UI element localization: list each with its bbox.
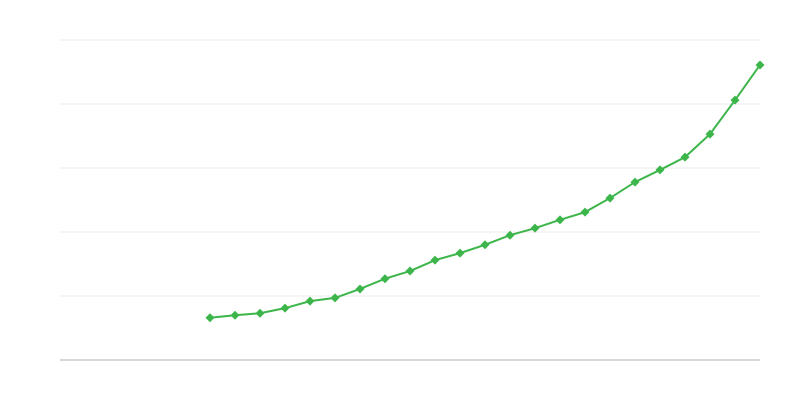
data-point bbox=[405, 266, 415, 276]
data-point bbox=[705, 129, 715, 139]
data-point bbox=[205, 313, 215, 323]
data-point bbox=[555, 215, 565, 225]
data-point bbox=[230, 310, 240, 320]
data-point bbox=[605, 193, 615, 203]
data-point bbox=[480, 240, 490, 250]
data-point bbox=[630, 177, 640, 187]
data-point bbox=[355, 284, 365, 294]
data-point bbox=[280, 303, 290, 313]
data-point bbox=[655, 165, 665, 175]
data-point bbox=[680, 152, 690, 162]
data-point bbox=[455, 248, 465, 258]
data-point bbox=[755, 60, 765, 70]
grid-lines bbox=[60, 39, 760, 297]
data-point bbox=[380, 274, 390, 284]
data-point bbox=[255, 308, 265, 318]
data-point bbox=[530, 223, 540, 233]
data-point bbox=[730, 95, 740, 105]
series-group bbox=[205, 60, 765, 323]
data-point bbox=[330, 293, 340, 303]
data-point bbox=[305, 296, 315, 306]
series-line bbox=[209, 64, 761, 319]
data-point bbox=[580, 207, 590, 217]
data-point bbox=[430, 255, 440, 265]
data-point bbox=[505, 230, 515, 240]
